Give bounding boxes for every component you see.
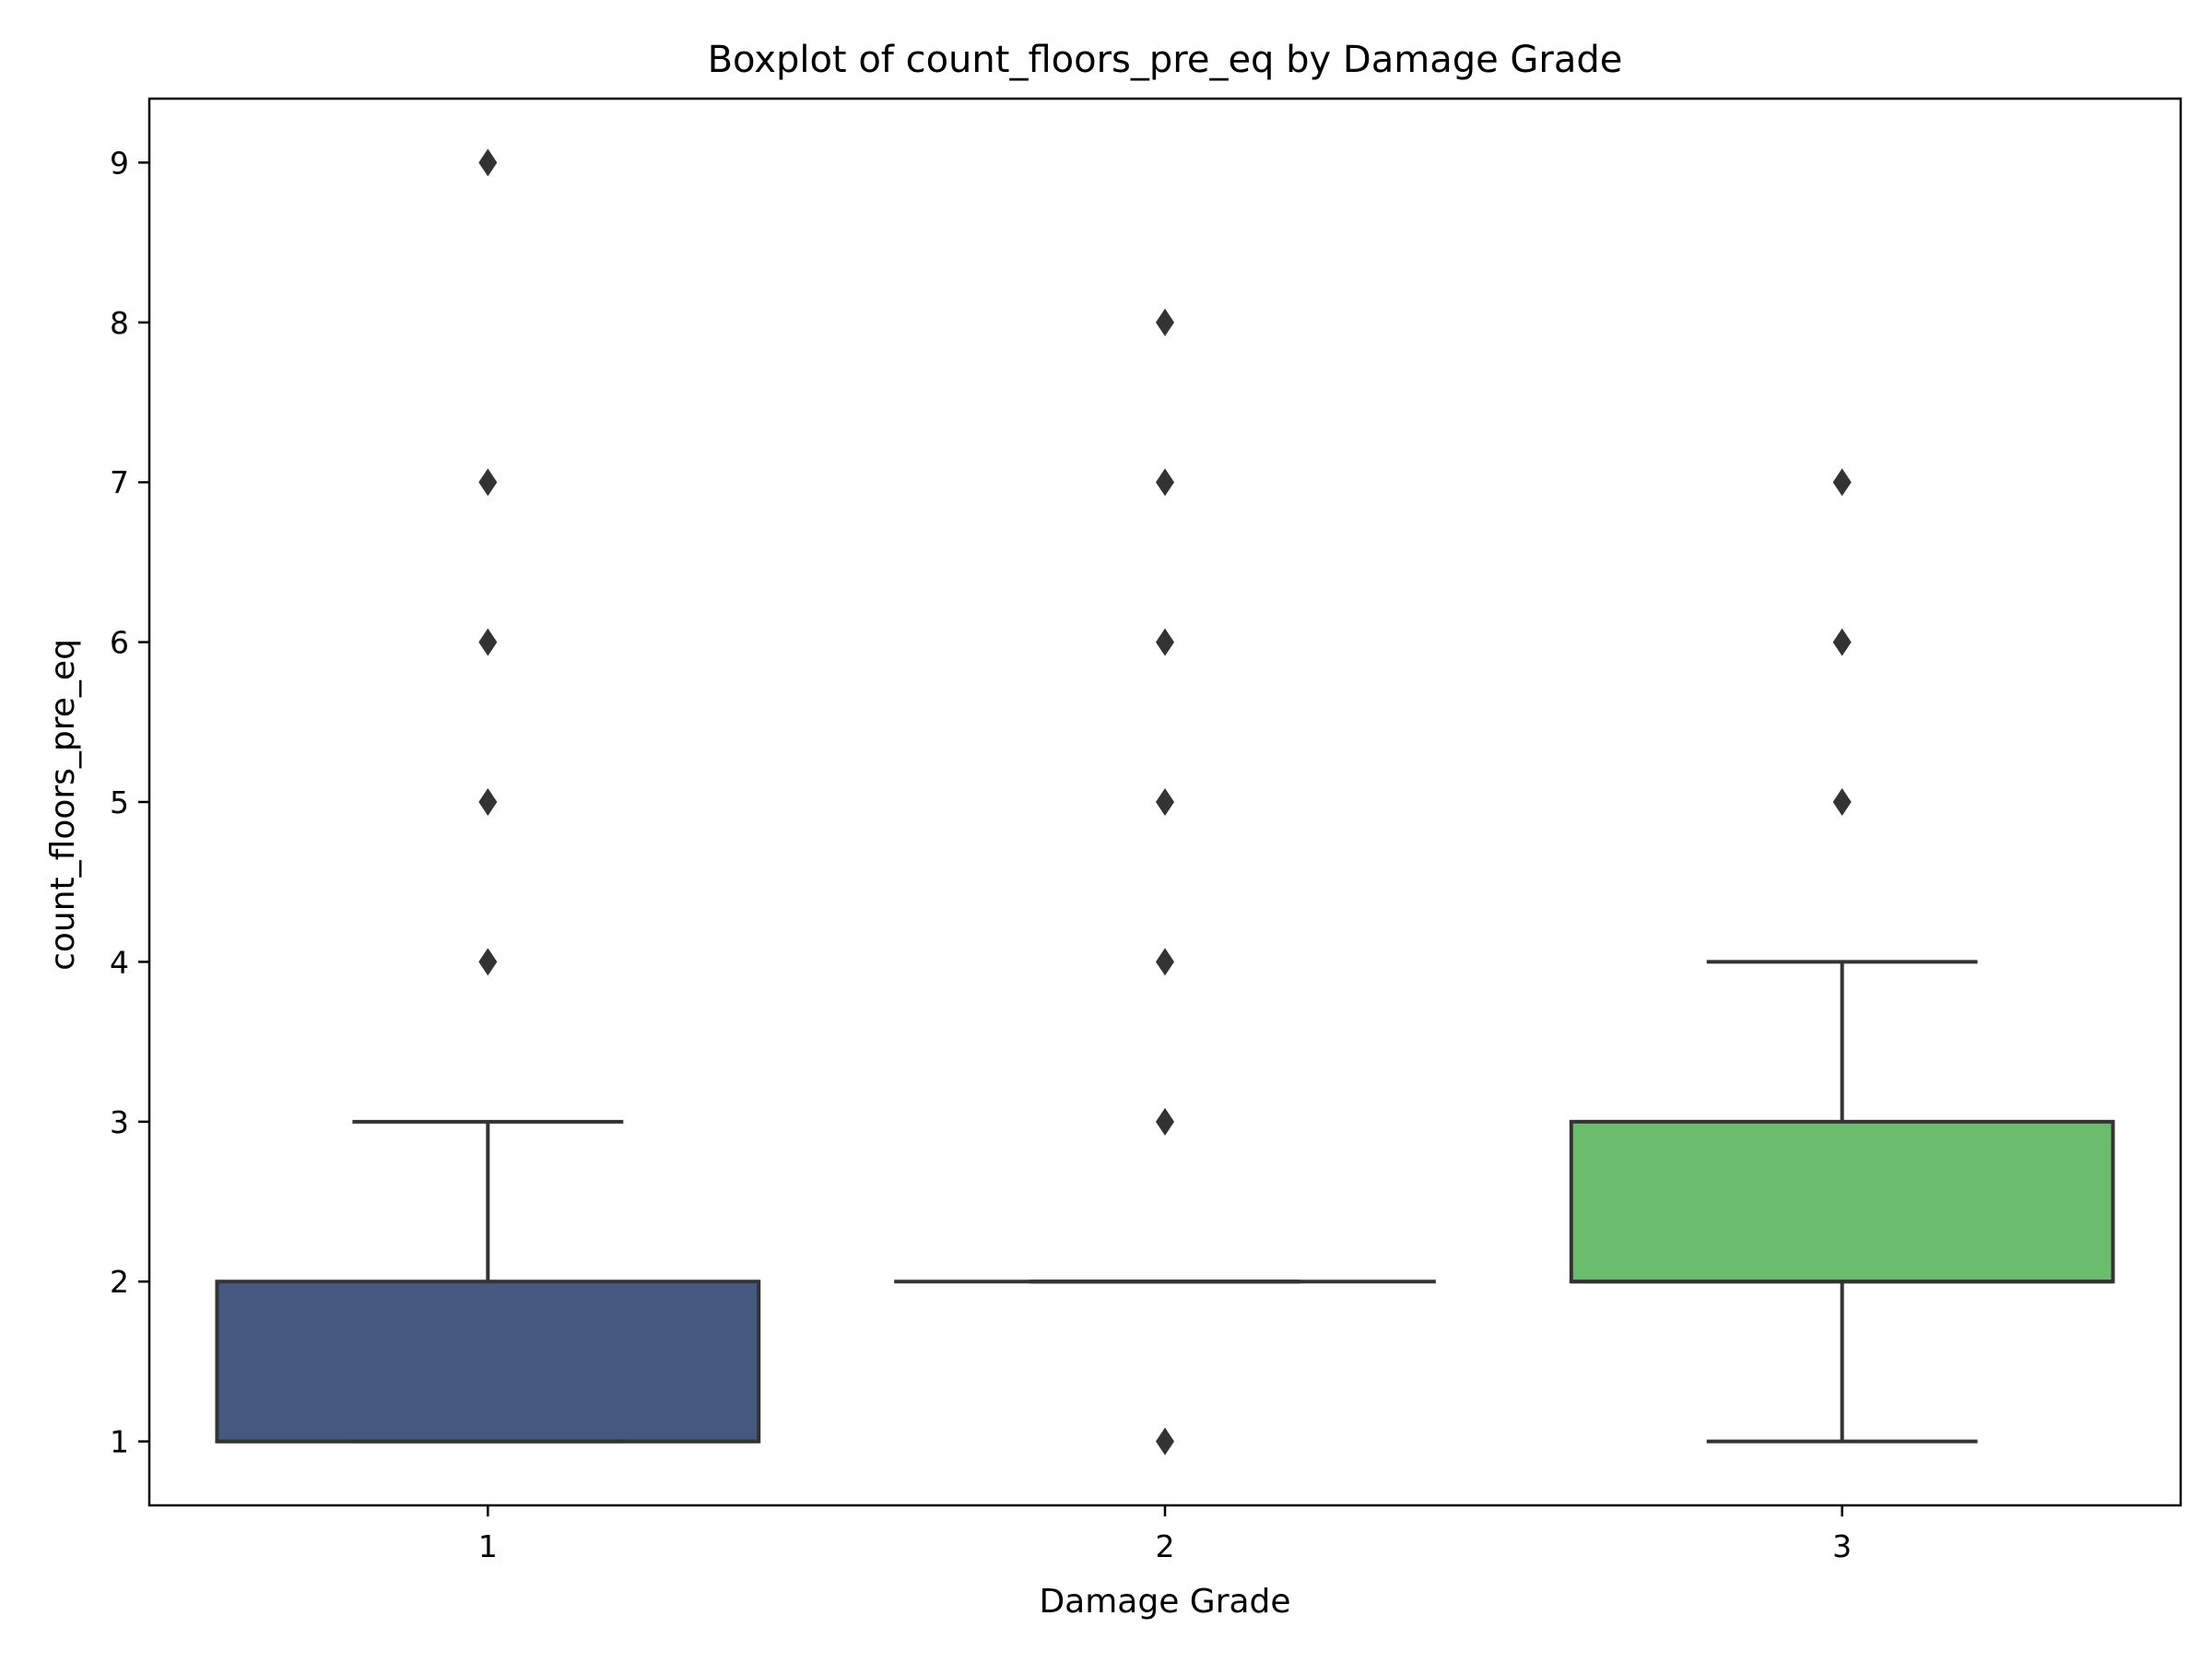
y-tick-label: 1 (110, 1424, 129, 1460)
chart-title: Boxplot of count_floors_pre_eq by Damage… (708, 39, 1623, 81)
outlier-point (1832, 468, 1852, 497)
box-group-2 (894, 308, 1436, 1456)
y-axis-label: count_floors_pre_eq (44, 639, 82, 971)
outlier-point (1156, 628, 1174, 656)
x-tick-label: 3 (1832, 1528, 1852, 1564)
outlier-point (1156, 1107, 1174, 1136)
outlier-point (478, 788, 498, 816)
outlier-point (478, 468, 498, 497)
outlier-point (1156, 468, 1174, 497)
box-1 (215, 1280, 761, 1444)
chart-marks (215, 148, 2115, 1456)
box-3 (1569, 1119, 2115, 1284)
outlier-point (1156, 1427, 1174, 1456)
y-tick-label: 2 (110, 1264, 129, 1300)
outlier-point (478, 948, 498, 976)
outlier-point (478, 148, 498, 177)
outlier-point (1156, 788, 1174, 816)
outlier-point (1832, 628, 1852, 656)
y-tick-label: 6 (110, 625, 129, 661)
chart-axes: 1 2 3 4 5 6 7 8 9 1 2 3 (110, 97, 2183, 1564)
outlier-point (1156, 948, 1174, 976)
outlier-point (478, 628, 498, 656)
x-axis-label: Damage Grade (1039, 1583, 1290, 1621)
box-group-1 (215, 148, 761, 1444)
y-tick-label: 8 (110, 305, 129, 341)
x-tick-label: 2 (1156, 1528, 1175, 1564)
y-tick-label: 9 (110, 145, 129, 181)
x-tick-label: 1 (478, 1528, 498, 1564)
y-tick-label: 5 (110, 784, 129, 820)
y-tick-label: 3 (110, 1104, 129, 1140)
box-group-3 (1569, 468, 2115, 1444)
outlier-point (1832, 788, 1852, 816)
y-tick-label: 7 (110, 465, 129, 501)
y-tick-label: 4 (110, 944, 129, 980)
outlier-point (1156, 308, 1174, 336)
